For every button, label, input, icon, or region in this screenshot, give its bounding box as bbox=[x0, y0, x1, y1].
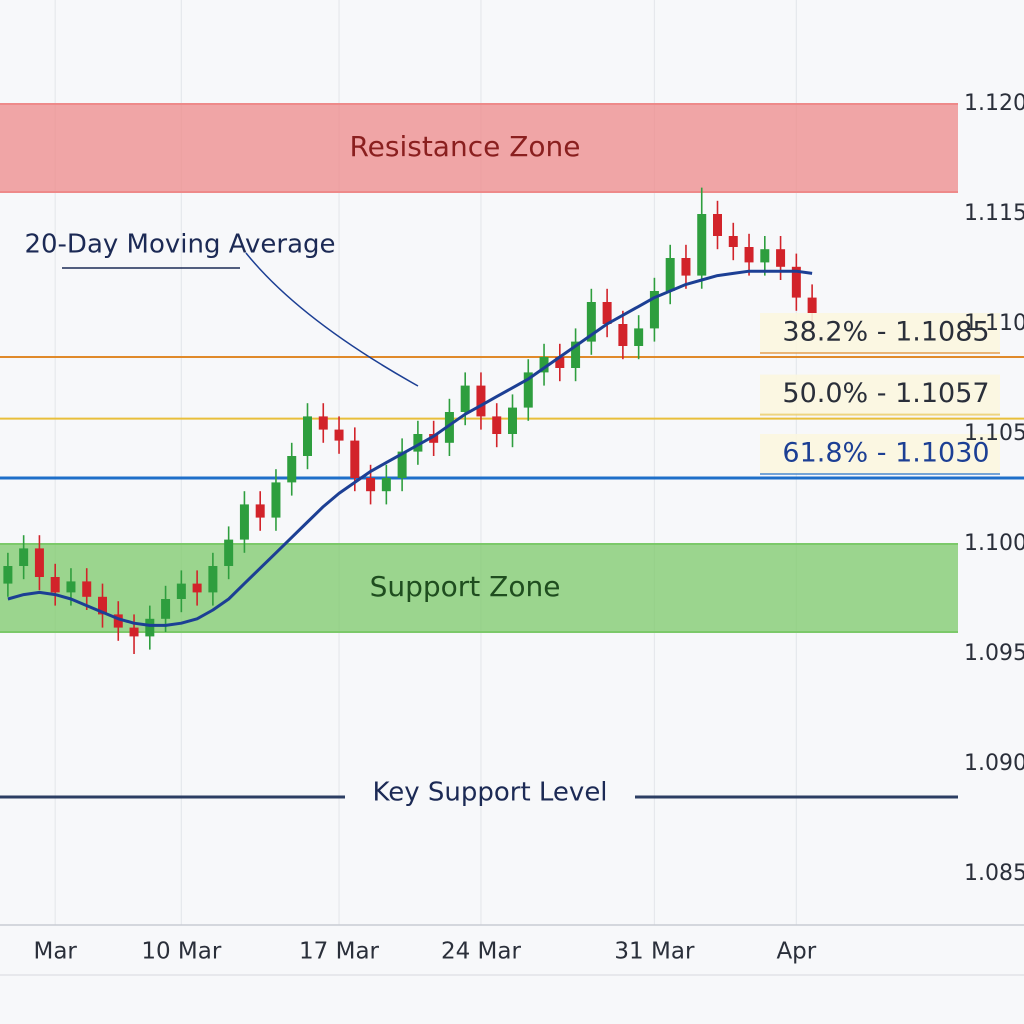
candle-body bbox=[713, 214, 722, 236]
key-level-label: Key Support Level bbox=[372, 778, 607, 808]
overlay bbox=[7, 252, 1000, 627]
candle-body bbox=[271, 482, 281, 518]
x-tick-label: 17 Mar bbox=[299, 939, 380, 965]
candle-body bbox=[697, 214, 707, 276]
y-tick-label: 1.110 bbox=[964, 311, 1024, 336]
candle-body bbox=[19, 548, 29, 566]
x-tick-label: Mar bbox=[33, 939, 77, 965]
candle-body bbox=[429, 434, 439, 443]
fib-label: 61.8% - 1.1030 bbox=[782, 438, 989, 469]
candle-body bbox=[681, 258, 691, 276]
candle-body bbox=[492, 416, 502, 434]
candle-body bbox=[381, 478, 391, 492]
candle-body bbox=[82, 581, 92, 597]
fib-label-bg bbox=[760, 374, 1000, 415]
candle-body bbox=[224, 539, 234, 566]
y-tick-label: 1.095 bbox=[964, 641, 1024, 666]
candle-body bbox=[350, 440, 360, 478]
candle-body bbox=[634, 328, 644, 346]
candle-body bbox=[129, 627, 139, 637]
candle-body bbox=[413, 434, 423, 452]
x-tick-label: 31 Mar bbox=[614, 939, 695, 965]
candle-body bbox=[176, 583, 186, 599]
candle-body bbox=[649, 291, 659, 329]
candle-body bbox=[34, 548, 44, 577]
candle-body bbox=[555, 357, 565, 368]
candle-body bbox=[760, 249, 770, 263]
candle-body bbox=[444, 412, 454, 443]
x-tick-label: 10 Mar bbox=[141, 939, 222, 965]
candle-body bbox=[334, 429, 344, 441]
candle-body bbox=[255, 504, 265, 518]
zone-label: Support Zone bbox=[370, 570, 561, 603]
candle-body bbox=[113, 614, 123, 628]
candle-body bbox=[145, 618, 155, 637]
candle-body bbox=[476, 385, 486, 417]
candle-body bbox=[3, 566, 13, 584]
candle-body bbox=[602, 302, 612, 324]
candle-body bbox=[287, 456, 297, 483]
candle-body bbox=[728, 236, 738, 247]
candle-body bbox=[303, 416, 312, 456]
candle-body bbox=[744, 247, 754, 263]
candle-body bbox=[665, 258, 675, 291]
candle-body bbox=[397, 451, 407, 478]
y-tick-label: 1.120 bbox=[964, 91, 1024, 116]
candle-body bbox=[98, 596, 107, 615]
candle-body bbox=[161, 599, 171, 619]
candle-body bbox=[586, 302, 596, 342]
candle-body bbox=[618, 324, 628, 346]
y-tick-label: 1.085 bbox=[964, 861, 1024, 886]
zones bbox=[0, 103, 958, 633]
x-tick-label: Apr bbox=[776, 939, 816, 965]
y-tick-label: 1.105 bbox=[964, 421, 1024, 446]
candle-body bbox=[208, 566, 218, 593]
candle-body bbox=[366, 478, 376, 492]
fib-label-bg bbox=[760, 313, 1000, 353]
candle-body bbox=[66, 581, 76, 593]
y-tick-label: 1.090 bbox=[964, 751, 1024, 776]
candle-body bbox=[776, 249, 786, 267]
candle-body bbox=[508, 407, 517, 434]
zone-band bbox=[0, 104, 958, 192]
candle-body bbox=[791, 266, 801, 298]
labels: 1.085 1.090 1.095 1.100 1.105 1.110 1.115 1.120… bbox=[24, 91, 1024, 965]
y-tick-label: 1.100 bbox=[964, 531, 1024, 556]
fib-label: 38.2% - 1.1085 bbox=[782, 317, 989, 348]
fib-label: 50.0% - 1.1057 bbox=[782, 378, 989, 409]
ma-annotation-arrow bbox=[245, 252, 419, 387]
candle-body bbox=[539, 357, 549, 373]
fib-label-bg bbox=[760, 434, 1000, 474]
candle-body bbox=[460, 385, 470, 412]
candle-body bbox=[50, 577, 60, 593]
ma-annotation: 20-Day Moving Average bbox=[24, 230, 335, 260]
candle-body bbox=[807, 297, 817, 313]
candle-body bbox=[571, 341, 581, 368]
candle-body bbox=[192, 583, 202, 593]
zone-label: Resistance Zone bbox=[349, 130, 580, 163]
x-tick-label: 24 Mar bbox=[441, 939, 522, 965]
moving-average bbox=[7, 269, 813, 627]
candles bbox=[3, 187, 817, 654]
y-tick-label: 1.115 bbox=[964, 201, 1024, 226]
candle-body bbox=[239, 504, 249, 540]
zone-band bbox=[0, 544, 958, 632]
candle-body bbox=[318, 416, 328, 430]
candle-body bbox=[523, 372, 533, 408]
